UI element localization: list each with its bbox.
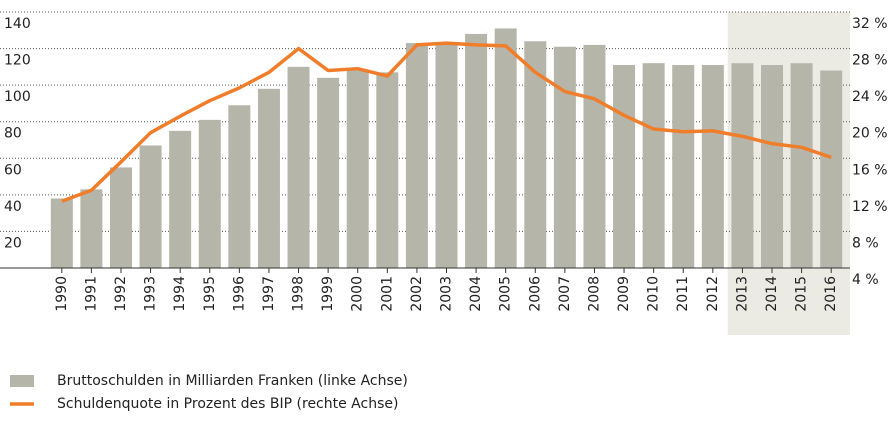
x-tick-label: 2011 [675,276,691,312]
legend-swatch [10,375,34,387]
x-tick-label: 2009 [616,276,632,312]
bar [435,43,458,269]
x-tick-label: 2016 [823,276,839,312]
bar [198,119,221,268]
bar [790,63,813,269]
x-tick-label: 1992 [113,276,129,312]
bar [139,145,162,268]
y-tick-label: 120 [4,53,31,69]
bar [642,63,665,269]
y-tick-label: 40 [4,199,22,215]
x-tick-label: 1998 [291,276,307,312]
bar [109,167,132,268]
bar [583,44,606,268]
bar [701,65,724,269]
x-tick-label: 2006 [527,276,543,312]
x-tick-label: 1999 [320,276,336,312]
y2-tick-label: 20 % [852,126,888,142]
bar [553,46,576,268]
bar [80,189,103,268]
bar [50,198,73,268]
bar [494,28,517,269]
y-tick-label: 140 [4,16,31,32]
y-tick-label: 20 [4,235,22,251]
x-tick-label: 2014 [764,276,780,312]
bar [169,130,192,268]
x-tick-label: 2012 [705,276,721,312]
y-tick-label: 80 [4,126,22,142]
y2-tick-label: 32 % [852,16,888,32]
bar [613,65,636,269]
x-tick-label: 2010 [646,276,662,312]
bar [317,77,340,268]
x-tick-label: 2005 [498,276,514,312]
x-tick-label: 1995 [202,276,218,312]
x-tick-label: 2004 [468,276,484,312]
y2-tick-label: 8 % [852,235,879,251]
x-tick-label: 2001 [379,276,395,312]
y2-tick-label: 24 % [852,89,888,105]
legend-label: Bruttoschulden in Milliarden Franken (li… [57,373,408,389]
bar [672,65,695,269]
bar [524,41,547,268]
bar [228,105,251,268]
bar [731,63,754,269]
x-tick-label: 1994 [172,276,188,312]
x-tick-label: 2003 [439,276,455,312]
x-tick-label: 2013 [734,276,750,312]
x-tick-label: 1996 [231,276,247,312]
bar [465,33,488,268]
x-tick-label: 2007 [557,276,573,312]
x-tick-label: 2008 [586,276,602,312]
legend-label: Schuldenquote in Prozent des BIP (rechte… [57,396,398,412]
x-tick-label: 1997 [261,276,277,312]
x-tick-label: 2000 [350,276,366,312]
x-tick-label: 1993 [143,276,159,312]
bar [820,70,843,268]
line [61,41,832,203]
bar [287,66,310,268]
x-tick-label: 1990 [54,276,70,312]
x-tick-label: 2002 [409,276,425,312]
y-tick-label: 60 [4,162,22,178]
y-tick-label: 100 [4,89,31,105]
bar [376,72,399,268]
x-tick-label: 2015 [794,276,810,312]
y2-tick-label: 16 % [852,162,888,178]
bar [761,65,784,269]
bar [257,88,280,268]
bar [346,70,369,268]
y2-tick-label: 4 % [852,272,879,288]
bar [405,43,428,269]
y2-tick-label: 12 % [852,199,888,215]
x-tick-label: 1991 [83,276,99,312]
y2-tick-label: 28 % [852,53,888,69]
